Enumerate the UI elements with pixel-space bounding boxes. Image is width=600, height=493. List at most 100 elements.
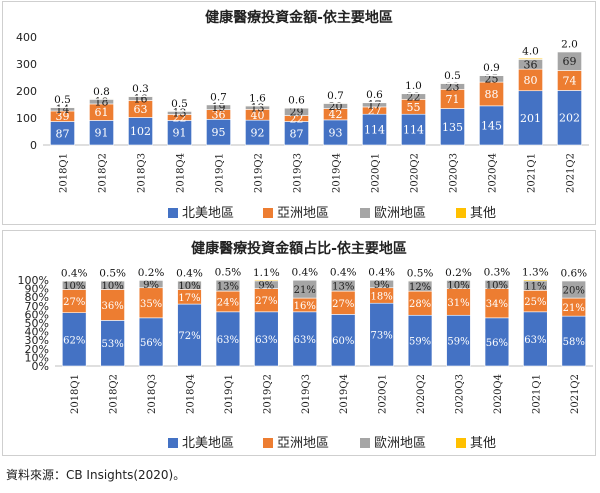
share-ytick-label: 20% — [25, 343, 49, 356]
amount-chart-svg: 健康醫療投資金額-依主要地區01002003004008739140.52018… — [16, 9, 589, 221]
amount-ytick-label: 0 — [30, 139, 37, 152]
amount-ytick-label: 200 — [16, 85, 37, 98]
amount-data-label-other: 0.6 — [288, 95, 305, 107]
amount-bar-north_america — [362, 113, 387, 146]
amount-bar-other — [518, 58, 543, 60]
share-data-label-asia: 28% — [409, 299, 431, 310]
share-legend-swatch-north_america — [168, 438, 178, 448]
share-data-label-north_america: 53% — [102, 339, 124, 350]
amount-data-label-other: 4.0 — [522, 45, 539, 57]
amount-xtick-label: 2019Q1 — [215, 153, 226, 193]
amount-bar-north_america — [440, 108, 465, 146]
share-bar-other — [138, 279, 164, 281]
amount-data-label-asia: 55 — [407, 101, 421, 114]
share-data-label-other: 1.3% — [522, 267, 549, 279]
share-ytick-label: 30% — [25, 334, 49, 347]
amount-data-label-asia: 27 — [368, 105, 382, 118]
amount-data-label-asia: 39 — [56, 110, 70, 123]
amount-data-label-europe: 29 — [290, 106, 304, 119]
share-data-label-north_america: 60% — [332, 336, 354, 347]
share-data-label-asia: 31% — [447, 298, 469, 309]
chart-panel-share: 健康醫療投資金額占比-依主要地區 0% 10% 20% 30% 40% 50% 60% 70% 8… — [2, 230, 596, 456]
share-xtick-label: 2019Q1 — [224, 374, 235, 414]
share-bar-other — [369, 279, 394, 281]
share-data-label-north_america: 63% — [294, 335, 316, 346]
share-ytick-label: 40% — [25, 326, 49, 339]
share-legend-label-north_america: 北美地區 — [182, 436, 234, 451]
amount-bar-other — [284, 107, 309, 109]
amount-bar-other — [557, 51, 582, 53]
amount-bar-other — [128, 95, 153, 97]
amount-bar-other — [167, 110, 192, 112]
share-chart-svg: 健康醫療投資金額占比-依主要地區0%10%20%30%40%50%60%70%8… — [18, 240, 593, 451]
amount-xtick-label: 2020Q3 — [449, 153, 460, 193]
share-bar-other — [446, 279, 471, 281]
share-data-label-other: 0.4% — [61, 268, 88, 280]
share-data-label-north_america: 59% — [409, 337, 431, 348]
amount-data-label-asia: 80 — [524, 74, 538, 87]
amount-xtick-label: 2020Q1 — [371, 153, 382, 193]
share-xtick-label: 2020Q1 — [378, 374, 389, 414]
share-xtick-label: 2018Q2 — [109, 374, 120, 414]
amount-data-label-other: 0.3 — [132, 83, 149, 95]
amount-data-label-asia: 40 — [251, 109, 265, 122]
amount-xtick-label: 2019Q3 — [293, 153, 304, 193]
share-data-label-asia: 27% — [332, 299, 354, 310]
amount-data-label-other: 0.5 — [444, 70, 461, 82]
share-data-label-other: 0.3% — [484, 267, 511, 279]
share-xtick-label: 2018Q3 — [147, 374, 158, 414]
share-data-label-north_america: 58% — [563, 337, 585, 348]
share-bar-other — [177, 280, 202, 282]
amount-data-label-north_america: 102 — [130, 125, 151, 138]
amount-data-label-asia: 36 — [212, 108, 226, 121]
amount-xtick-label: 2018Q4 — [176, 153, 187, 193]
amount-data-label-north_america: 92 — [251, 127, 265, 140]
share-bar-other — [254, 279, 279, 282]
share-bar-other — [100, 280, 125, 282]
share-legend-swatch-asia — [263, 438, 273, 448]
amount-data-label-north_america: 91 — [173, 127, 187, 140]
share-data-label-other: 0.2% — [445, 267, 472, 279]
share-bar-other — [62, 280, 87, 282]
share-data-label-other: 0.2% — [138, 267, 165, 279]
share-data-label-asia: 24% — [217, 298, 239, 309]
share-data-label-north_america: 56% — [486, 338, 508, 349]
share-ytick-label: 10% — [25, 351, 49, 364]
amount-data-label-other: 1.0 — [405, 80, 422, 92]
amount-data-label-north_america: 93 — [329, 126, 343, 139]
amount-bar-north_america — [89, 120, 114, 146]
share-data-label-europe: 12% — [409, 282, 431, 293]
share-data-label-other: 0.4% — [291, 267, 318, 279]
share-ytick-label: 80% — [25, 291, 49, 304]
share-data-label-north_america: 62% — [63, 335, 85, 346]
amount-data-label-other: 0.7 — [210, 91, 227, 103]
share-data-label-other: 0.5% — [407, 267, 434, 279]
amount-legend-swatch-north_america — [168, 208, 178, 218]
share-data-label-europe: 10% — [63, 281, 85, 292]
share-xtick-label: 2019Q4 — [339, 374, 350, 414]
amount-xtick-label: 2018Q1 — [59, 153, 70, 193]
share-ytick-label: 60% — [25, 308, 49, 321]
amount-data-label-north_america: 114 — [403, 124, 424, 137]
amount-chart-title: 健康醫療投資金額-依主要地區 — [205, 9, 393, 26]
share-data-label-asia: 21% — [563, 303, 585, 314]
amount-data-label-north_america: 91 — [95, 127, 109, 140]
amount-data-label-north_america: 87 — [290, 127, 304, 140]
share-data-label-other: 0.5% — [99, 267, 126, 279]
share-ytick-label: 70% — [25, 300, 49, 313]
share-ytick-label: 100% — [18, 274, 49, 287]
share-legend-label-asia: 亞洲地區 — [277, 436, 329, 451]
amount-bar-north_america — [245, 119, 270, 146]
amount-data-label-other: 0.8 — [93, 86, 110, 98]
amount-data-label-asia: 42 — [329, 108, 343, 121]
amount-xtick-label: 2018Q2 — [98, 153, 109, 193]
share-data-label-other: 0.6% — [560, 267, 587, 279]
share-bar-other — [523, 279, 548, 282]
share-xtick-label: 2018Q4 — [186, 374, 197, 414]
amount-data-label-asia: 61 — [95, 106, 109, 119]
amount-data-label-other: 0.5 — [171, 98, 188, 110]
amount-data-label-north_america: 135 — [442, 121, 463, 134]
amount-bar-other — [401, 92, 426, 95]
amount-bar-other — [245, 105, 270, 107]
share-data-label-north_america: 63% — [524, 335, 546, 346]
